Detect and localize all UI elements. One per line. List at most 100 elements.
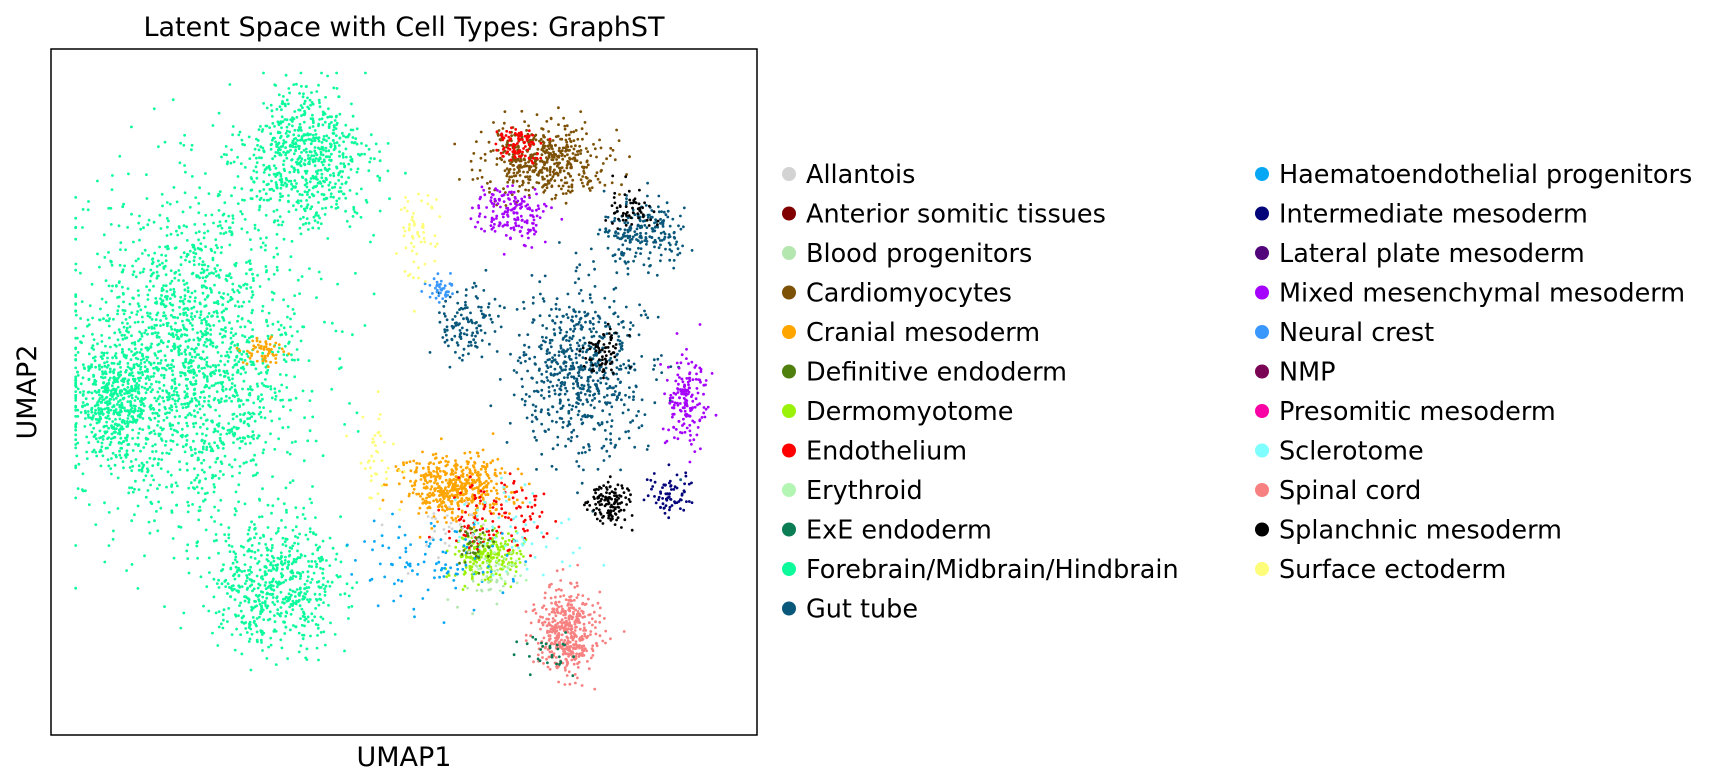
data-point [628,226,632,230]
data-point [261,649,264,652]
data-point [265,558,269,561]
data-point [162,366,166,370]
data-point [190,448,193,452]
data-point [588,293,592,297]
data-point [274,563,278,567]
data-point [270,290,274,294]
data-point [256,397,260,401]
data-point [114,380,117,383]
data-point [545,168,549,172]
data-point [143,360,147,364]
data-point [646,444,650,448]
data-point [535,438,538,442]
data-point [313,129,317,132]
data-point [633,445,637,449]
data-point [132,240,135,244]
data-point [217,551,220,555]
data-point [534,138,538,142]
data-point [107,511,111,514]
data-point [162,418,166,422]
data-point [110,437,113,441]
data-point [220,155,223,159]
data-point [276,600,279,603]
data-point [286,657,289,660]
data-point [216,302,220,306]
data-point [226,360,230,363]
data-point [146,223,150,227]
data-point [315,597,318,601]
data-point [104,431,107,435]
data-point [605,420,609,424]
data-point [267,569,271,572]
data-point [617,248,621,251]
data-point [104,319,108,322]
data-point [296,536,300,539]
data-point [278,192,282,196]
data-point [378,159,382,163]
data-point [195,310,199,314]
data-point [296,168,300,172]
data-point [286,150,290,153]
data-point [354,271,357,275]
data-point [299,574,303,578]
data-point [183,164,187,167]
data-point [167,247,170,251]
data-point [222,563,225,567]
data-point [152,408,156,411]
data-point [545,186,549,190]
data-point [245,460,248,464]
data-point [301,106,304,110]
data-point [326,115,330,119]
data-point [184,353,188,356]
data-point [244,627,248,630]
data-point [614,286,618,290]
data-point [242,283,246,287]
data-point [221,447,225,450]
data-point [187,486,191,490]
data-point [546,408,550,412]
data-point [255,624,258,628]
data-point [313,615,317,619]
data-point [261,487,264,491]
data-point [239,210,243,213]
data-point [569,174,572,178]
data-point [105,416,109,420]
data-point [231,221,235,225]
data-point [169,313,173,317]
data-point [285,129,289,133]
data-point [219,460,223,464]
data-point [175,503,179,507]
data-point [319,168,323,172]
data-point [74,375,78,379]
data-point [566,153,569,157]
data-point [560,166,564,170]
data-point [506,180,510,184]
data-point [253,227,257,230]
data-point [131,374,135,378]
data-point [554,468,558,471]
data-point [310,501,313,505]
data-point [205,445,209,449]
data-point [188,249,192,253]
data-point [316,546,320,550]
data-point [629,421,632,424]
data-point [136,409,140,413]
data-point [118,362,121,366]
data-point [316,626,320,630]
data-point [542,160,546,164]
data-point [232,550,236,554]
data-point [242,413,246,417]
data-point [676,247,680,251]
data-point [478,169,482,172]
data-point [197,481,201,484]
data-point [300,157,304,161]
data-point [285,537,289,541]
data-point [228,83,232,86]
data-point [560,178,563,182]
data-point [217,319,221,323]
data-point [657,246,661,250]
data-point [212,595,216,599]
data-point [250,177,254,181]
data-point [276,529,280,533]
data-point [201,276,205,280]
